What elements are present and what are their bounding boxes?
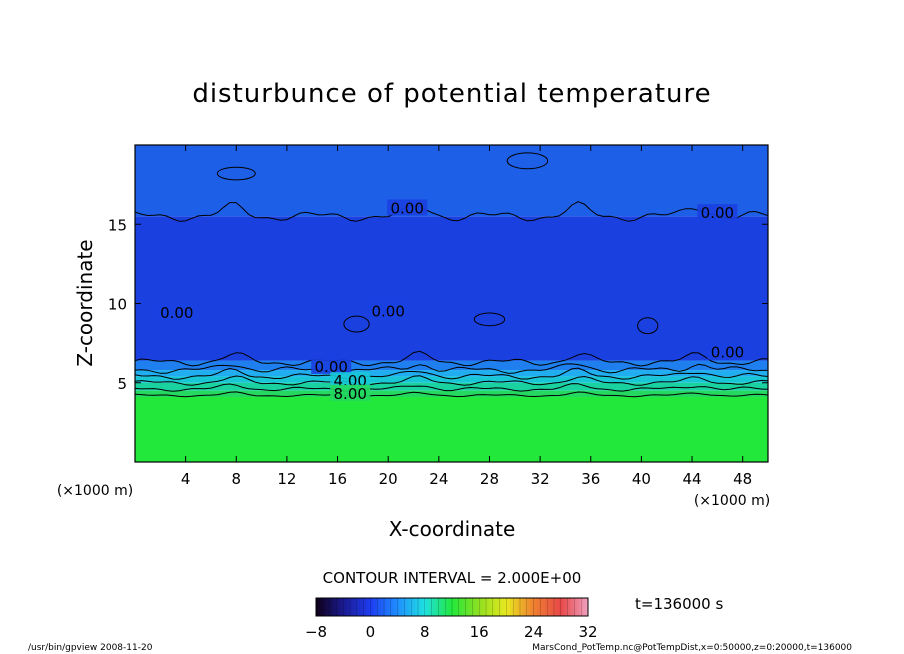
x-unit-right: (×1000 m): [694, 493, 770, 509]
field-layer-0: [135, 397, 768, 462]
x-tick-label-44: 44: [682, 470, 701, 488]
contour-blob-2: [216, 166, 256, 181]
colorbar-tick-24: 24: [524, 623, 543, 641]
contour-blob-3: [637, 317, 659, 335]
x-tick-label-8: 8: [232, 470, 242, 488]
x-tick-label-16: 16: [328, 470, 347, 488]
field-layer-5: [135, 360, 768, 371]
contour-label-0: 0.00: [390, 199, 423, 217]
contour-line-3: [135, 367, 768, 380]
contour-blob-4: [473, 312, 506, 327]
x-axis-label: X-coordinate: [389, 517, 516, 541]
x-tick-label-36: 36: [581, 470, 600, 488]
plot-area: 0.00 0.000.00 0.000.000.004.008.00: [135, 145, 768, 462]
colorbar-tick-16: 16: [470, 623, 489, 641]
contour-label-3: 0.00: [371, 302, 404, 320]
contour-blob-1: [343, 315, 370, 333]
chart-title: disturbunce of potential temperature: [192, 79, 711, 109]
x-tick-label-24: 24: [429, 470, 448, 488]
x-tick-label-12: 12: [277, 470, 296, 488]
x-tick-label-40: 40: [632, 470, 651, 488]
y-tick-label-15: 15: [108, 216, 127, 234]
footer-left: /usr/bin/gpview 2008-11-20: [28, 643, 153, 653]
contour-line-6: [135, 201, 768, 222]
contour-label-bg-7: [330, 384, 371, 401]
field-layer-6: [135, 216, 768, 361]
time-label: t=136000 s: [635, 595, 723, 613]
contour-label-5: 0.00: [315, 358, 348, 376]
contour-line-4: [135, 363, 768, 375]
footer-right: MarsCond_PotTemp.nc@PotTempDist,x=0:5000…: [532, 643, 852, 653]
colorbar-tick--8: −8: [305, 623, 327, 641]
colorbar-tick-32: 32: [578, 623, 597, 641]
colorbar-tick-8: 8: [420, 623, 430, 641]
contour-line-5: [135, 350, 768, 367]
contour-label-bg-5: [311, 357, 352, 374]
y-axis: 5 10 15: [108, 216, 768, 393]
x-tick-label-28: 28: [480, 470, 499, 488]
contour-label-bg-6: [330, 372, 371, 389]
contour-label-bg-2: [156, 304, 197, 321]
field-layer-2: [135, 382, 768, 391]
contour-blob-0: [506, 152, 549, 170]
contour-label-2: 0.00: [160, 304, 193, 322]
x-tick-label-20: 20: [379, 470, 398, 488]
y-tick-label-10: 10: [108, 296, 127, 314]
field-layer-1: [135, 390, 768, 398]
x-tick-label-48: 48: [733, 470, 752, 488]
contour-label-4: 0.00: [711, 344, 744, 362]
x-tick-label-32: 32: [531, 470, 550, 488]
contour-label-bg-3: [368, 302, 409, 319]
contour-label-7: 8.00: [334, 385, 367, 403]
colorbar: −8 0 8 16 24 32: [305, 597, 598, 641]
x-unit-left: (×1000 m): [57, 483, 133, 499]
x-tick-label-4: 4: [181, 470, 191, 488]
y-tick-label-5: 5: [117, 375, 127, 393]
field-layer-4: [135, 370, 768, 377]
contour-line-0: [135, 391, 768, 398]
contour-line-1: [135, 383, 768, 392]
contour-label-bg-1: [697, 204, 738, 221]
contour-label-bg-4: [707, 343, 748, 360]
contour-label-bg-0: [387, 199, 428, 216]
colorbar-tick-0: 0: [366, 623, 376, 641]
field-layer-7: [135, 145, 768, 217]
y-axis-label: Z-coordinate: [73, 239, 97, 366]
x-axis: 4 8 12 16 20 24 28 32 36 40 44 48: [181, 145, 752, 488]
contour-interval-text: CONTOUR INTERVAL = 2.000E+00: [323, 569, 582, 587]
contour-label-1: 0.00: [701, 204, 734, 222]
contour-line-2: [135, 375, 768, 386]
field-layer-3: [135, 376, 768, 383]
